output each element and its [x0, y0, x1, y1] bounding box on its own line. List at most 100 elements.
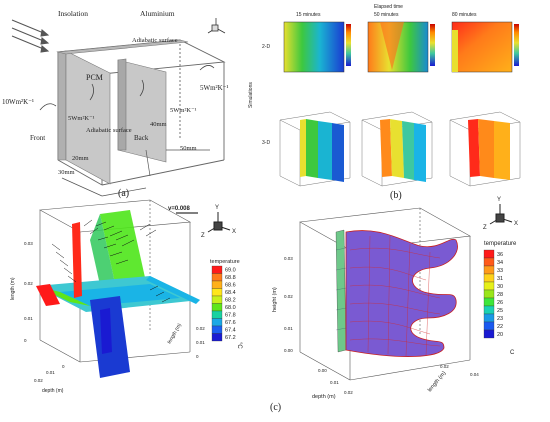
ylabel-left: length (m) [10, 277, 16, 300]
xtick-left-2: 0.01 [46, 370, 55, 375]
legend-left-value: 68.0 [225, 305, 236, 311]
legend-right-value: 20 [497, 332, 503, 338]
legend-right-value: 31 [497, 276, 503, 282]
elapsed-label: Elapsed time [374, 4, 403, 10]
legend-left-swatch [211, 280, 223, 289]
legend-left-swatch [211, 318, 223, 327]
time-label-3: 80 minutes [452, 12, 477, 18]
ytick-left-4: 0 [24, 338, 27, 343]
panel-b-simulations: 15 minutes Elapsed time 50 minutes 80 mi… [248, 4, 521, 201]
caption-a: (a) [118, 188, 129, 199]
legend-title-right: temperature [484, 241, 517, 247]
label-dim-50: 50mm [180, 145, 197, 152]
legend-unit-left: °C [236, 342, 242, 349]
caption-b: (b) [390, 190, 402, 201]
ytick-right-3: 0.01 [284, 326, 293, 331]
legend-right-swatch [483, 289, 495, 299]
contour-2d-80min [451, 21, 519, 73]
legend-right: 36 34 33 31 30 28 26 25 23 22 20 [483, 249, 503, 339]
legend-right-swatch [483, 257, 495, 267]
zlabel-right: length (m) [427, 370, 448, 393]
legend-left-value: 68.2 [225, 298, 236, 304]
row-label-2d: 2-D [262, 44, 270, 50]
label-h-left: 10Wm²K⁻¹ [2, 98, 34, 106]
legend-left: 69.068.8 68.668.4 68.268.0 67.867.6 67.467.2 [211, 265, 236, 342]
legend-right-swatch [483, 273, 495, 283]
label-back: Back [134, 134, 149, 142]
render-3d-15min [279, 111, 351, 187]
legend-right-value: 30 [497, 284, 503, 290]
legend-left-value: 68.8 [225, 275, 236, 281]
legend-right-value: 28 [497, 292, 503, 298]
legend-right-value: 25 [497, 308, 503, 314]
ytick-right-2: 0.02 [284, 294, 293, 299]
caption-c: (c) [270, 402, 281, 413]
legend-right-swatch [483, 321, 495, 331]
legend-title-left: temperature [210, 259, 240, 265]
axis-triad-right [489, 204, 513, 225]
time-label-2: 50 minutes [374, 12, 399, 18]
legend-left-swatch [211, 333, 223, 342]
label-dim-30: 30mm [58, 169, 75, 176]
zlabel-left: length (m) [167, 322, 184, 345]
label-front: Front [30, 134, 45, 142]
legend-right-swatch [483, 265, 495, 275]
ztick-right-2: 0.04 [470, 372, 479, 377]
ztick-left-2: 0.01 [196, 340, 205, 345]
xtick-right-1: 0.00 [318, 368, 327, 373]
legend-right-value: 34 [497, 260, 503, 266]
axis-z-label-left: Z [201, 233, 205, 239]
render-3d-80min [449, 111, 521, 187]
label-dim-20: 20mm [72, 155, 89, 162]
panel-a-diagram [11, 18, 226, 197]
render-3d-50min [361, 111, 433, 187]
panel-c-right-plot: Y X Z 0.03 0.02 0.01 [272, 197, 518, 400]
xlabel-left: depth (m) [42, 388, 64, 394]
legend-right-swatch [483, 305, 495, 315]
mesh-lines [349, 235, 441, 357]
panel-c-left-plot: Y X Z v=0.008 [10, 199, 242, 394]
legend-left-value: 67.2 [225, 335, 236, 341]
legend-left-swatch [211, 295, 223, 304]
side-label-simulations: Simulations [248, 82, 254, 108]
label-h-top-right: 5Wm²K⁻¹ [200, 84, 229, 92]
panel-a-labels: Insolation Aluminium Adiabatic surface P… [2, 9, 229, 199]
vector-field [51, 219, 171, 303]
axis-x-label-right: X [514, 221, 518, 227]
ytick-left-1: 0.03 [24, 241, 33, 246]
axis-y-label-right: Y [497, 197, 501, 203]
ylabel-right: height (m) [272, 287, 278, 312]
ztick-left-1: 0.02 [196, 326, 205, 331]
label-h-inner-right: 5Wm²K⁻¹ [170, 107, 197, 114]
label-adiabatic-top: Adiabatic surface [132, 37, 178, 44]
legend-left-value: 67.8 [225, 313, 236, 319]
legend-right-swatch [483, 313, 495, 323]
xtick-left-3: 0.02 [34, 378, 43, 383]
legend-left-swatch [211, 310, 223, 319]
legend-left-swatch [211, 273, 223, 282]
xtick-right-3: 0.02 [344, 390, 353, 395]
row-label-3d: 3-D [262, 140, 270, 146]
axis-x-label-left: X [232, 229, 236, 235]
ytick-right-4: 0.00 [284, 348, 293, 353]
ztick-right-1: 0.02 [440, 364, 449, 369]
legend-left-value: 68.4 [225, 290, 236, 296]
legend-left-swatch [211, 325, 223, 334]
legend-right-swatch [483, 249, 495, 259]
xlabel-right: depth (m) [312, 394, 336, 400]
label-adiabatic-bottom: Adiabatic surface [86, 127, 132, 134]
ytick-left-2: 0.02 [24, 281, 33, 286]
legend-unit-right: C [510, 350, 515, 356]
legend-right-value: 33 [497, 268, 503, 274]
time-label-1: 15 minutes [296, 12, 321, 18]
ztick-left-3: 0 [196, 354, 199, 359]
legend-right-value: 26 [497, 300, 503, 306]
legend-left-value: 68.6 [225, 283, 236, 289]
label-h-inner-left: 5Wm²K⁻¹ [68, 115, 95, 122]
legend-left-value: 67.4 [225, 328, 236, 334]
ytick-left-3: 0.01 [24, 316, 33, 321]
xtick-left-1: 0 [62, 364, 65, 369]
legend-left-swatch [211, 303, 223, 312]
legend-right-value: 23 [497, 316, 503, 322]
